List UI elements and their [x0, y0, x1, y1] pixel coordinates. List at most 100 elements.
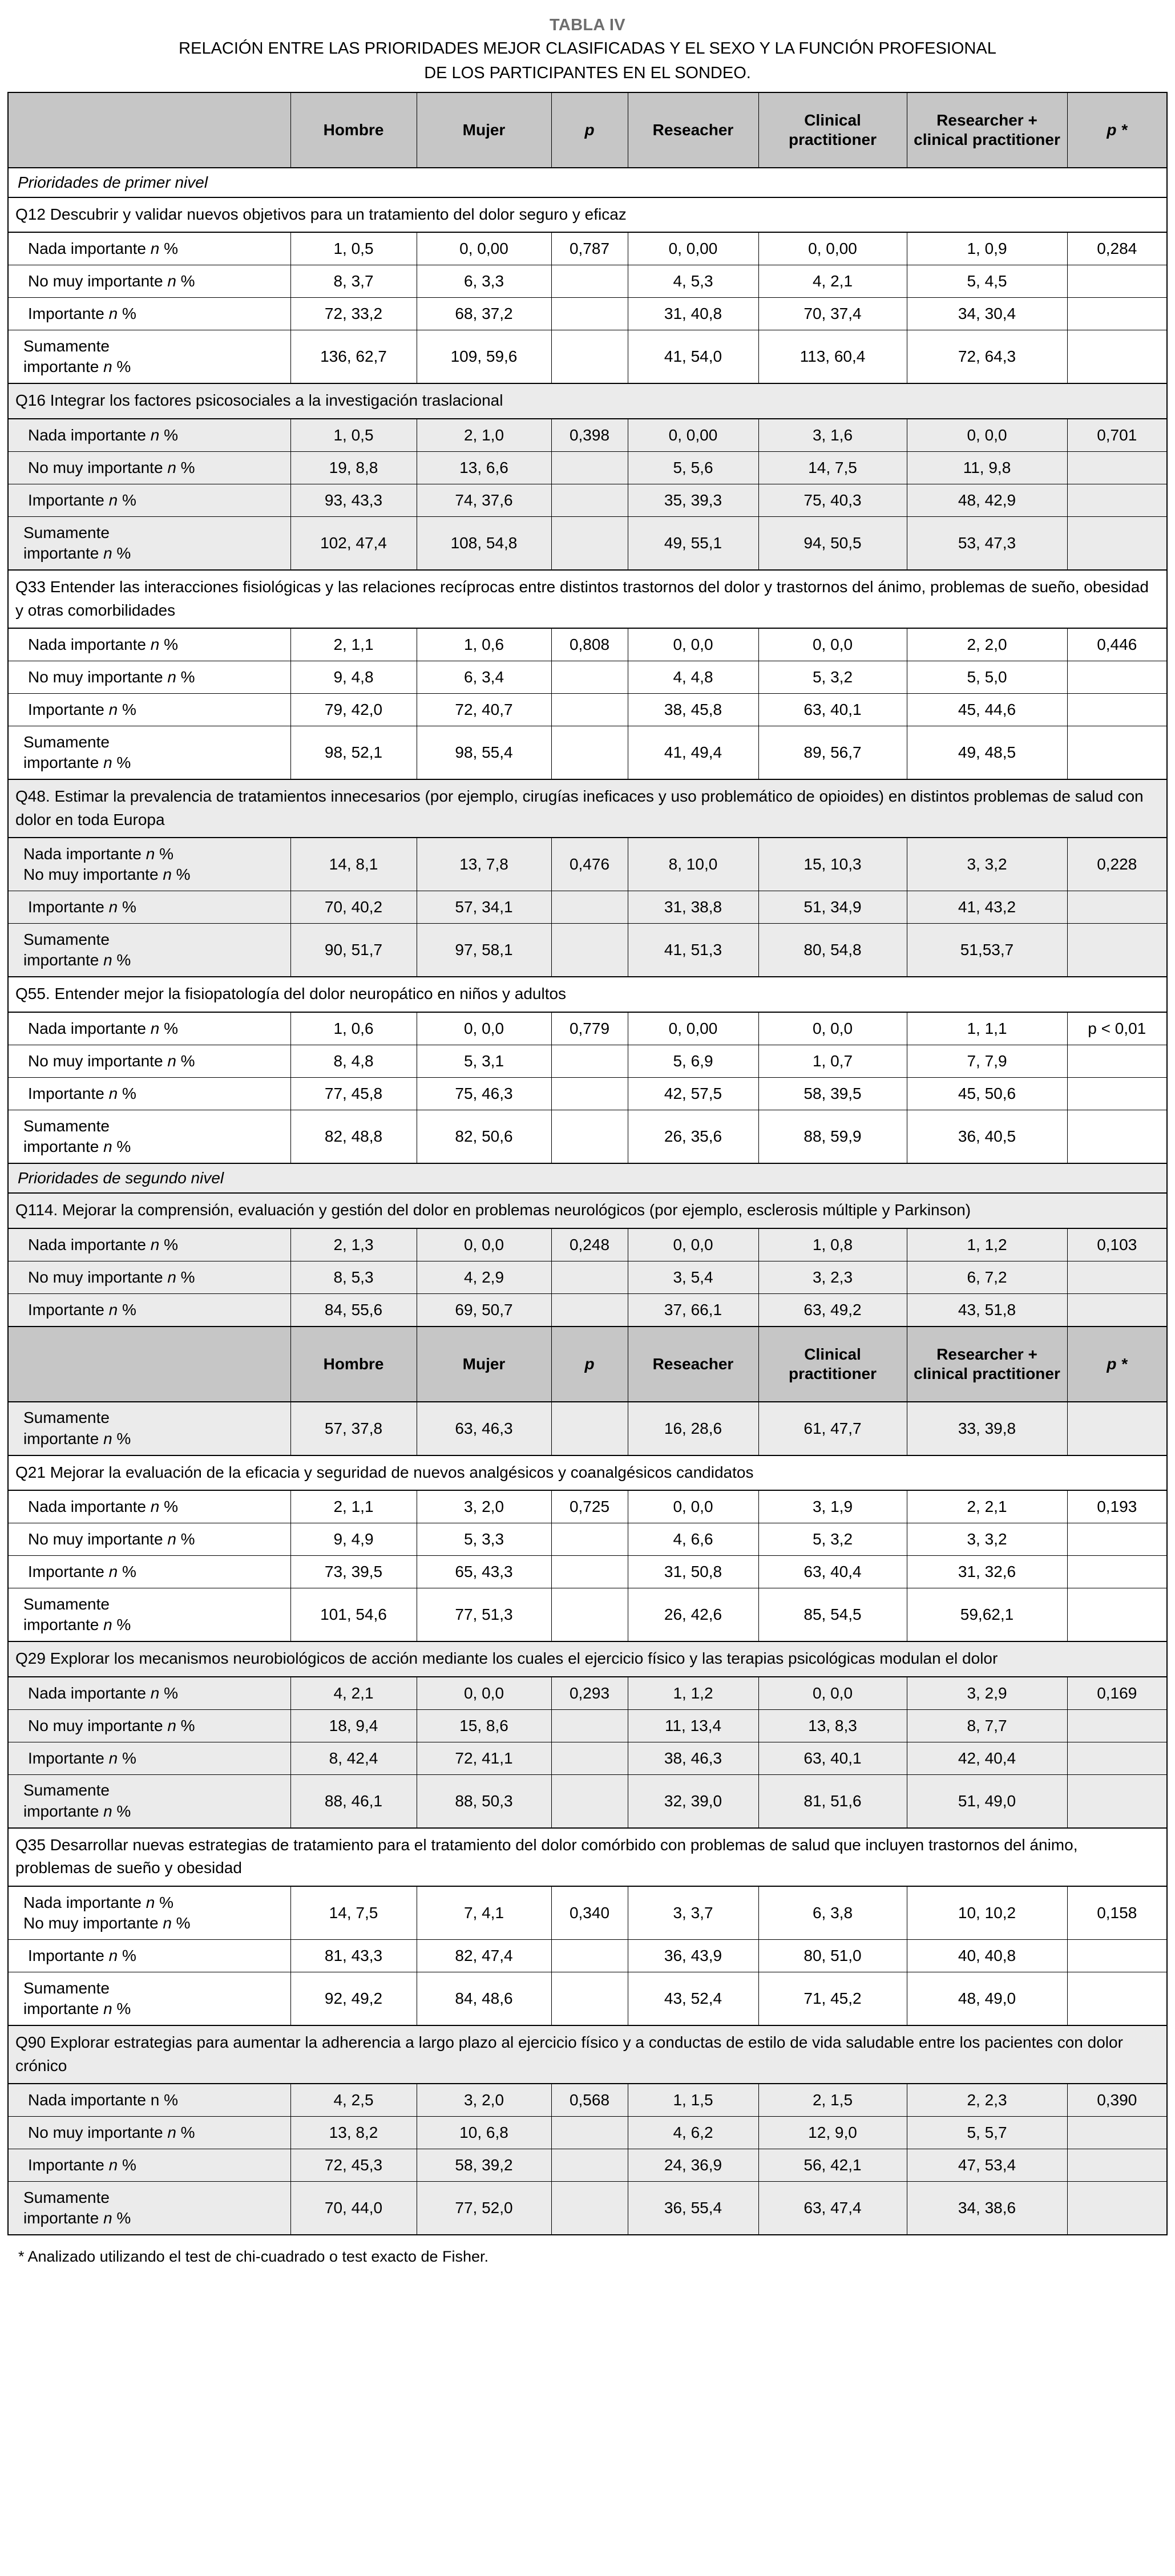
table-page: TABLA IV RELACIÓN ENTRE LAS PRIORIDADES … [7, 16, 1168, 2266]
row-label: No muy importante n % [7, 2116, 291, 2150]
cell-p-star [1067, 891, 1168, 924]
row-label: Sumamente importante n % [7, 2181, 291, 2236]
header-cell-blank [7, 91, 291, 168]
cell-mujer: 5, 3,1 [416, 1044, 552, 1078]
cell-mujer: 74, 37,6 [416, 483, 552, 517]
cell-clinical: 5, 3,2 [758, 1523, 907, 1556]
question-text: Q35 Desarrollar nuevas estrategias de tr… [7, 1827, 1168, 1887]
cell-hombre: 4, 2,5 [290, 2083, 417, 2117]
cell-hombre: 90, 51,7 [290, 923, 417, 978]
row-label: Importante n % [7, 1077, 291, 1110]
cell-mujer: 63, 46,3 [416, 1401, 552, 1456]
cell-researcher: 38, 45,8 [627, 693, 759, 727]
cell-p: 0,787 [551, 232, 628, 266]
cell-researcher: 37, 66,1 [627, 1293, 759, 1327]
question-text: Q29 Explorar los mecanismos neurobiológi… [7, 1641, 1168, 1677]
cell-clinical: 58, 39,5 [758, 1077, 907, 1110]
cell-hombre: 14, 7,5 [290, 1886, 417, 1940]
cell-p-star [1067, 2149, 1168, 2182]
cell-researcher: 4, 4,8 [627, 661, 759, 694]
row-label: Nada importante n % No muy importante n % [7, 1886, 291, 1940]
cell-researcher: 1, 1,2 [627, 1676, 759, 1710]
section-band: Prioridades de primer nivel [7, 167, 1168, 198]
cell-p [551, 265, 628, 298]
cell-p [551, 297, 628, 331]
table-footnote: * Analizado utilizando el test de chi-cu… [18, 2248, 489, 2266]
cell-p-star [1067, 923, 1168, 978]
cell-clinical: 94, 50,5 [758, 516, 907, 571]
cell-researcher: 32, 39,0 [627, 1774, 759, 1829]
row-label: Sumamente importante n % [7, 1401, 291, 1456]
cell-researcher: 31, 40,8 [627, 297, 759, 331]
cell-clinical: 14, 7,5 [758, 451, 907, 484]
cell-hombre: 8, 5,3 [290, 1260, 417, 1294]
cell-hombre: 136, 62,7 [290, 330, 417, 385]
cell-researcher: 3, 5,4 [627, 1260, 759, 1294]
cell-mujer: 0, 0,0 [416, 1676, 552, 1710]
cell-researcher: 0, 0,0 [627, 1490, 759, 1524]
cell-hombre: 9, 4,9 [290, 1523, 417, 1556]
cell-p [551, 1741, 628, 1775]
cell-p [551, 1555, 628, 1589]
cell-researcher-clinical: 7, 7,9 [906, 1044, 1068, 1078]
question-row: Q90 Explorar estrategias para aumentar l… [7, 2024, 1168, 2085]
cell-hombre: 8, 42,4 [290, 1741, 417, 1775]
cell-researcher: 4, 5,3 [627, 265, 759, 298]
cell-researcher: 0, 0,0 [627, 628, 759, 662]
row-label: Sumamente importante n % [7, 1971, 291, 2026]
cell-mujer: 7, 4,1 [416, 1886, 552, 1940]
table-row: No muy importante n % 18, 9,4 15, 8,6 11, 1… [7, 1709, 1168, 1742]
question-row: Q33 Entender las interacciones fisiológi… [7, 569, 1168, 629]
cell-researcher: 8, 10,0 [627, 837, 759, 892]
table-row: No muy importante n % 19, 8,8 13, 6,6 5, 5,… [7, 451, 1168, 484]
row-label: Importante n % [7, 297, 291, 331]
cell-p-star: 0,701 [1067, 418, 1168, 452]
cell-researcher: 41, 51,3 [627, 923, 759, 978]
cell-p [551, 1588, 628, 1643]
row-label: No muy importante n % [7, 1260, 291, 1294]
cell-hombre: 1, 0,6 [290, 1012, 417, 1045]
question-row: Q21 Mejorar la evaluación de la eficacia… [7, 1454, 1168, 1491]
cell-p [551, 1939, 628, 1972]
cell-clinical: 12, 9,0 [758, 2116, 907, 2150]
cell-mujer: 13, 7,8 [416, 837, 552, 892]
cell-mujer: 75, 46,3 [416, 1077, 552, 1110]
cell-mujer: 108, 54,8 [416, 516, 552, 571]
row-label: Nada importante n % [7, 418, 291, 452]
cell-p: 0,293 [551, 1676, 628, 1710]
table-row: Importante n % 77, 45,8 75, 46,3 42, 57,5 58… [7, 1077, 1168, 1110]
cell-researcher-clinical: 36, 40,5 [906, 1109, 1068, 1164]
cell-p [551, 1523, 628, 1556]
cell-hombre: 93, 43,3 [290, 483, 417, 517]
cell-hombre: 72, 45,3 [290, 2149, 417, 2182]
cell-clinical: 80, 51,0 [758, 1939, 907, 1972]
cell-mujer: 98, 55,4 [416, 726, 552, 781]
section-band: Prioridades de segundo nivel [7, 1162, 1168, 1194]
table-row: Nada importante n % No muy importante n %… [7, 837, 1168, 892]
cell-researcher: 1, 1,5 [627, 2083, 759, 2117]
header-cell-p: p [551, 1325, 628, 1402]
cell-mujer: 82, 50,6 [416, 1109, 552, 1164]
table-row: Sumamente importante n % 90, 51,7 97, 58,1 4… [7, 923, 1168, 978]
cell-researcher: 41, 49,4 [627, 726, 759, 781]
question-text: Q12 Descubrir y validar nuevos objetivos… [7, 196, 1168, 233]
cell-clinical: 89, 56,7 [758, 726, 907, 781]
cell-researcher-clinical: 2, 2,1 [906, 1490, 1068, 1524]
question-row: Q16 Integrar los factores psicosociales … [7, 383, 1168, 419]
cell-p [551, 923, 628, 978]
row-label: Nada importante n % No muy importante n % [7, 837, 291, 892]
cell-clinical: 88, 59,9 [758, 1109, 907, 1164]
cell-p-star [1067, 1109, 1168, 1164]
table-row: No muy importante n % 8, 4,8 5, 3,1 5, 6,9 1… [7, 1044, 1168, 1078]
row-label: Sumamente importante n % [7, 726, 291, 781]
table-row: Nada importante n % 4, 2,5 3, 2,0 0,568 1, 1… [7, 2083, 1168, 2117]
row-label: Sumamente importante n % [7, 516, 291, 571]
cell-p: 0,779 [551, 1012, 628, 1045]
cell-researcher: 11, 13,4 [627, 1709, 759, 1742]
cell-mujer: 10, 6,8 [416, 2116, 552, 2150]
cell-p [551, 693, 628, 727]
cell-clinical: 63, 49,2 [758, 1293, 907, 1327]
cell-researcher: 16, 28,6 [627, 1401, 759, 1456]
table-row: Importante n % 81, 43,3 82, 47,4 36, 43,9 80… [7, 1939, 1168, 1972]
cell-hombre: 72, 33,2 [290, 297, 417, 331]
